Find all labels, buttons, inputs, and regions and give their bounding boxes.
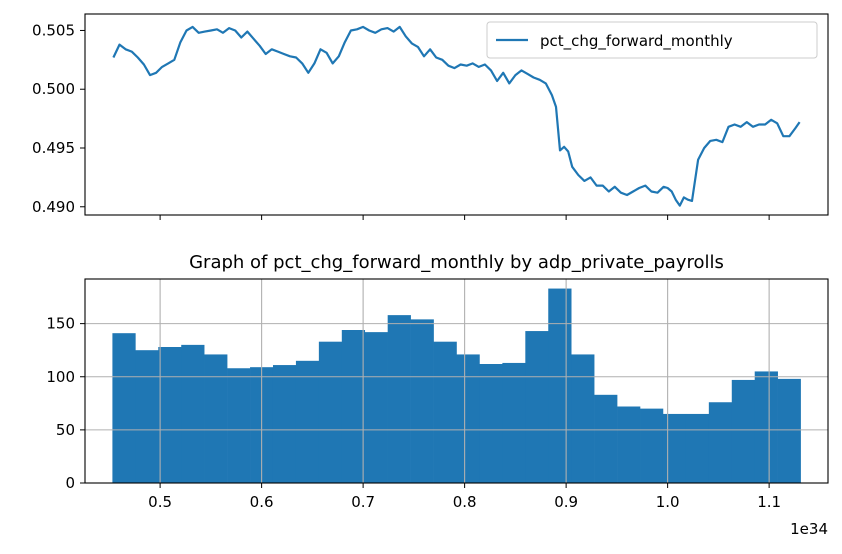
histogram-plot-frame (84, 278, 829, 484)
histogram-bar (112, 333, 136, 483)
histogram-x-ticks: 0.5 0.6 0.7 0.8 0.9 1.0 1.1 (148, 483, 781, 511)
histogram-bar (410, 319, 434, 483)
legend: pct_chg_forward_monthly (486, 21, 818, 59)
histogram-bar (548, 288, 572, 483)
x-axis-offset-multiplier: 1e34 (790, 520, 828, 538)
line-y-tick-label: 0.495 (32, 139, 75, 157)
legend-box (486, 21, 818, 59)
histogram-y-ticks: 0 50 100 150 (46, 315, 85, 492)
histogram-bar (571, 354, 595, 483)
histogram-bar (594, 394, 618, 483)
line-subplot: 0.490 0.495 0.500 0.505 pct_chg_forward_mon… (32, 13, 829, 220)
line-y-tick-label: 0.505 (32, 21, 75, 39)
histogram-title: Graph of pct_chg_forward_monthly by adp_… (189, 252, 724, 273)
histogram-x-tick-label: 1.1 (757, 493, 781, 511)
histogram-y-tick-label: 150 (46, 315, 75, 333)
line-y-tick-label: 0.500 (32, 80, 75, 98)
histogram-bar (617, 406, 641, 483)
histogram-bar (135, 350, 159, 483)
line-y-ticks: 0.490 0.495 0.500 0.505 (32, 21, 85, 216)
histogram-bar (731, 379, 756, 483)
histogram-x-tick-label: 0.9 (554, 493, 578, 511)
histogram-bar (364, 332, 388, 483)
histogram-bar (502, 362, 526, 483)
legend-label: pct_chg_forward_monthly (540, 32, 733, 51)
histogram-bar (708, 402, 733, 483)
histogram-bar (387, 315, 411, 483)
histogram-x-tick-label: 0.5 (148, 493, 172, 511)
histogram-bar (272, 365, 297, 483)
histogram-bar (227, 368, 251, 483)
line-x-ticks (159, 215, 770, 220)
histogram-x-tick-label: 0.6 (250, 493, 274, 511)
histogram-bar (685, 413, 710, 483)
line-series-pct-chg-forward-monthly (112, 25, 801, 207)
line-y-tick-label: 0.490 (32, 198, 75, 216)
histogram-bar (479, 364, 503, 483)
histogram-x-tick-label: 1.0 (656, 493, 680, 511)
line-plot-frame (84, 13, 829, 216)
histogram-x-tick-label: 0.8 (453, 493, 477, 511)
histogram-y-tick-label: 0 (65, 474, 75, 492)
histogram-x-tick-label: 0.7 (351, 493, 375, 511)
histogram-bar (777, 378, 801, 483)
histogram-bar (181, 344, 205, 483)
histogram-bar (640, 408, 664, 483)
histogram-y-tick-label: 100 (46, 368, 75, 386)
histogram-bar (754, 371, 778, 483)
histogram-subplot: Graph of pct_chg_forward_monthly by adp_… (46, 252, 829, 538)
histogram-bar (158, 347, 182, 483)
histogram-y-tick-label: 50 (56, 421, 75, 439)
histogram-bar (525, 331, 549, 483)
histogram-bar (318, 341, 343, 483)
histogram-bar (341, 330, 366, 483)
histogram-bar (204, 354, 228, 483)
histogram-bar (662, 413, 687, 483)
histogram-bar (456, 354, 480, 483)
histogram-bar (433, 341, 457, 483)
histogram-bar (295, 360, 320, 483)
